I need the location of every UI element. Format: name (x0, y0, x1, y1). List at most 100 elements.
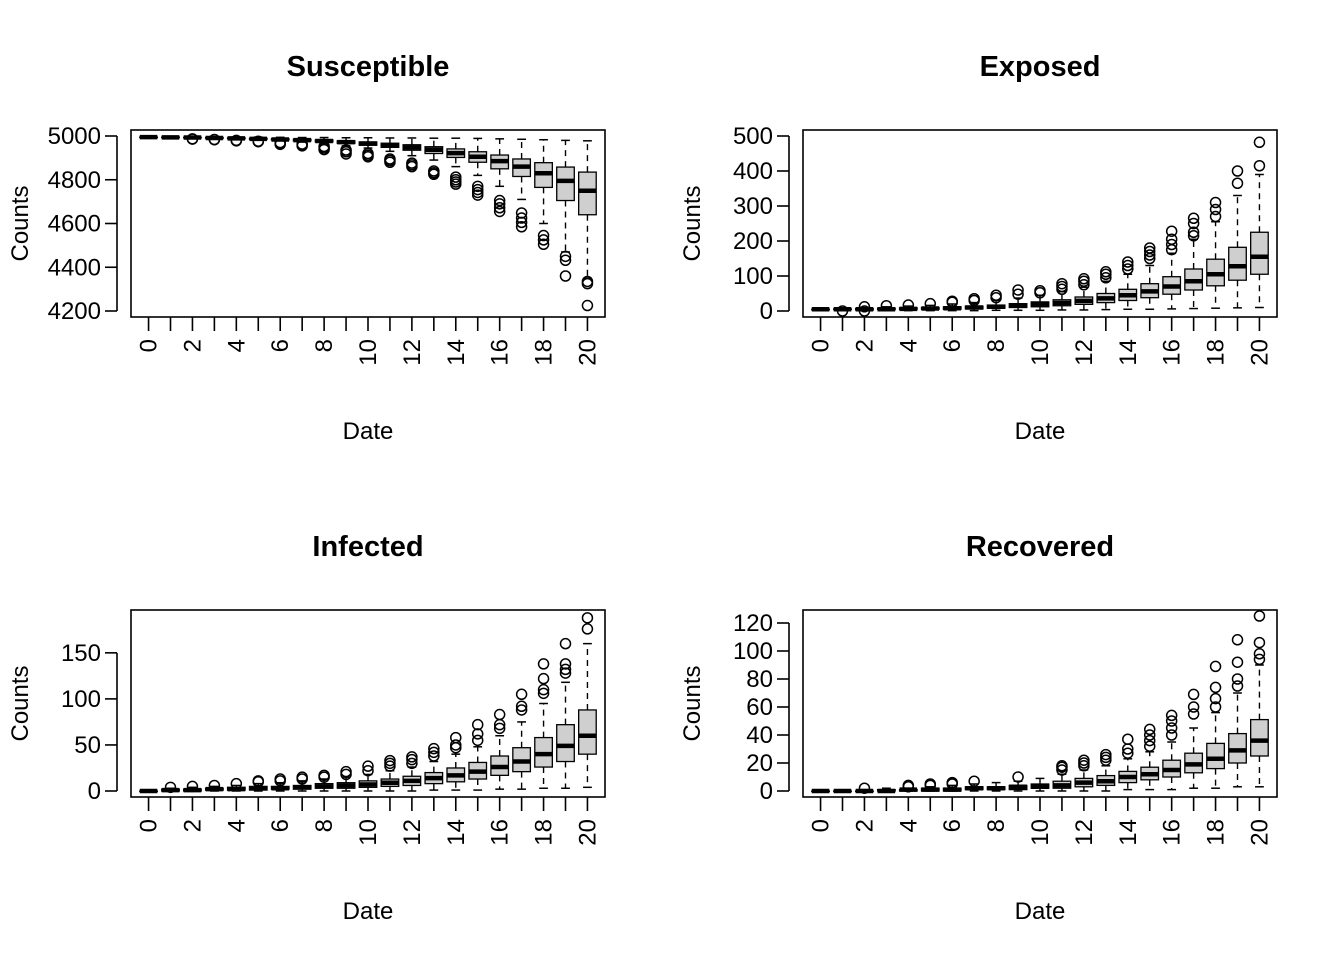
y-tick-label: 150 (61, 640, 101, 667)
chart-title: Infected (312, 531, 423, 563)
outlier-point (1012, 284, 1024, 296)
box (270, 136, 290, 151)
outlier-point (537, 687, 550, 700)
outlier-point (450, 171, 462, 183)
box (248, 135, 268, 148)
plot-frame (802, 129, 1278, 318)
box (1052, 760, 1072, 792)
y-tick-label: 40 (746, 722, 773, 749)
box (534, 658, 553, 789)
outlier-point (559, 250, 572, 263)
box (424, 137, 444, 181)
box (534, 138, 553, 251)
x-tick-label: 4 (895, 819, 922, 832)
outlier-point (1187, 212, 1200, 224)
outlier-point (1165, 729, 1178, 741)
outlier-point (559, 667, 572, 679)
x-tick-label: 18 (531, 819, 558, 846)
outlier-point (559, 663, 572, 676)
outlier-point (428, 746, 440, 759)
outlier-point (902, 779, 915, 792)
outlier-point (1122, 259, 1134, 272)
x-tick-label: 20 (1246, 819, 1273, 846)
chart-title: Susceptible (287, 51, 450, 83)
outlier-point (836, 305, 849, 317)
x-tick-label: 6 (267, 339, 294, 352)
outlier-point (362, 764, 374, 777)
outlier-point (252, 135, 265, 147)
y-tick-label: 0 (760, 778, 773, 805)
outlier-point (1143, 729, 1156, 741)
iqr-box (578, 709, 597, 755)
iqr-box (578, 171, 597, 216)
y-tick-label: 500 (733, 123, 773, 150)
outlier-point (1253, 648, 1266, 660)
outlier-point (858, 782, 871, 794)
panel-exposed: Exposed Date Counts 0 100 200 300 400 500 0 2 4 6 8 10… (679, 51, 1278, 445)
y-tick-label: 200 (733, 228, 773, 255)
outlier-point (493, 205, 506, 218)
box (468, 718, 488, 791)
outlier-point (1012, 288, 1024, 300)
box (270, 773, 290, 792)
box (1030, 284, 1050, 312)
outlier-point (186, 780, 199, 793)
outlier-point (493, 722, 506, 735)
box (183, 780, 202, 793)
y-axis-label: Counts (679, 665, 706, 741)
x-tick-label: 4 (223, 339, 250, 352)
box (855, 301, 874, 317)
outlier-point (1165, 715, 1178, 727)
x-tick-label: 2 (179, 339, 206, 352)
box (833, 305, 852, 317)
outlier-point (1187, 226, 1200, 238)
x-tick-label: 0 (136, 339, 163, 352)
x-axis-label: Date (1015, 418, 1066, 445)
outlier-point (1209, 701, 1222, 713)
x-tick-label: 10 (355, 819, 382, 846)
outlier-point (537, 672, 550, 685)
chart-title: Exposed (980, 51, 1101, 83)
outlier-point (946, 295, 958, 307)
box (226, 134, 246, 147)
box (1228, 165, 1247, 309)
outlier-point (1100, 266, 1112, 278)
box (1096, 266, 1116, 311)
outlier-point (1056, 277, 1068, 290)
outlier-point (471, 718, 484, 731)
x-tick-label: 20 (1246, 339, 1273, 366)
outlier-point (1143, 734, 1156, 747)
box (876, 787, 896, 794)
y-tick-label: 4600 (48, 211, 101, 238)
outlier-point (471, 183, 484, 196)
outlier-point (1253, 653, 1266, 666)
x-tick-label: 2 (851, 339, 878, 352)
box (1250, 610, 1269, 788)
x-tick-label: 6 (939, 339, 966, 352)
outlier-point (406, 157, 418, 169)
outlier-point (559, 637, 572, 650)
box (446, 731, 466, 791)
box (161, 781, 180, 794)
y-tick-label: 0 (88, 778, 101, 805)
outlier-point (1165, 225, 1178, 237)
box (1140, 242, 1160, 310)
y-tick-label: 50 (74, 732, 101, 759)
outlier-point (471, 734, 484, 747)
outlier-point (1012, 771, 1024, 783)
outlier-point (384, 153, 396, 165)
outlier-point (515, 221, 528, 233)
box (986, 781, 1006, 792)
x-tick-label: 18 (1203, 819, 1230, 846)
outlier-point (537, 234, 550, 246)
outlier-point (581, 612, 594, 624)
x-axis-label: Date (343, 898, 394, 925)
x-tick-label: 14 (443, 819, 470, 846)
outlier-point (1122, 747, 1134, 759)
x-tick-label: 20 (574, 819, 601, 846)
outlier-point (515, 688, 528, 701)
x-tick-label: 2 (851, 819, 878, 832)
outlier-point (384, 754, 396, 767)
box (942, 776, 962, 792)
